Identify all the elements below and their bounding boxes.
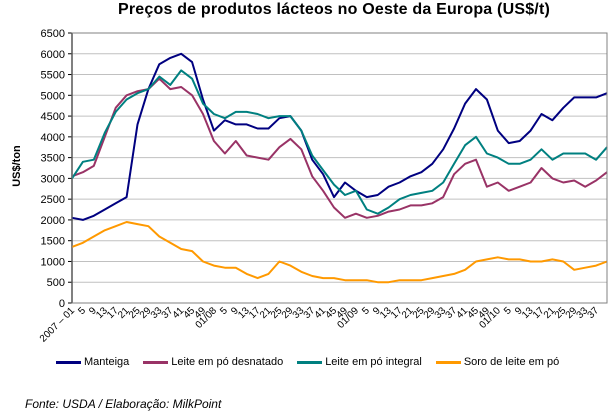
legend-swatch-leite-desnatado [143,360,169,364]
y-tick-label: 4000 [41,132,65,144]
plot-frame [71,32,608,304]
legend-swatch-manteiga [56,360,81,364]
x-tick-label: 2007 – 01 [38,305,78,345]
x-tick-label: 5 [502,305,514,317]
y-tick-label: 3000 [41,173,65,185]
series-line-soro-de-leite-em-p- [71,221,608,284]
legend: Manteiga Leite em pó desnatado Leite em … [56,356,573,368]
x-tick-label: 5 [360,305,372,317]
y-tick-label: 6500 [41,28,65,40]
y-tick-label: 500 [47,277,65,289]
y-tick-label: 5000 [41,90,65,102]
series-lines [71,52,608,284]
legend-label: Leite em pó desnatado [171,356,284,368]
chart-title: Preços de produtos lácteos no Oeste da E… [117,1,551,18]
legend-label: Manteiga [84,356,130,368]
y-tick-label: 6000 [41,49,65,61]
legend-item-leite-desnatado: Leite em pó desnatado [143,356,283,368]
legend-item-soro: Soro de leite em pó [435,356,560,368]
x-tick-label: 5 [76,305,88,317]
legend-swatch-soro [435,360,461,364]
series-line-leite-em-p-integral [71,69,608,215]
series-line-leite-em-p-desnatado [71,77,608,219]
y-tick-label: 3500 [41,153,65,165]
line-chart: 0 500 1000 1500 2000 2500 3000 3500 4000 4500 5000… [38,28,608,345]
y-tick-label: 2500 [41,194,65,206]
legend-item-manteiga: Manteiga [56,356,129,368]
legend-item-leite-integral: Leite em pó integral [297,356,422,368]
y-tick-label: 1500 [41,236,65,248]
legend-swatch-leite-integral [297,360,323,364]
source-note: Fonte: USDA / Elaboração: MilkPoint [25,397,222,411]
x-tick-label: 37 [586,305,602,321]
legend-label: Leite em pó integral [325,356,422,368]
y-tick-label: 1000 [41,256,65,268]
y-tick-label: 5500 [41,70,65,82]
y-tick-label: 2000 [41,215,65,227]
gridlines [72,32,607,283]
y-axis: 0 500 1000 1500 2000 2500 3000 3500 4000 4500 5000… [41,28,73,310]
y-tick-label: 4500 [41,111,65,123]
legend-label: Soro de leite em pó [463,356,560,368]
x-tick-label: 5 [218,305,230,317]
y-tick-label: 0 [59,298,65,310]
